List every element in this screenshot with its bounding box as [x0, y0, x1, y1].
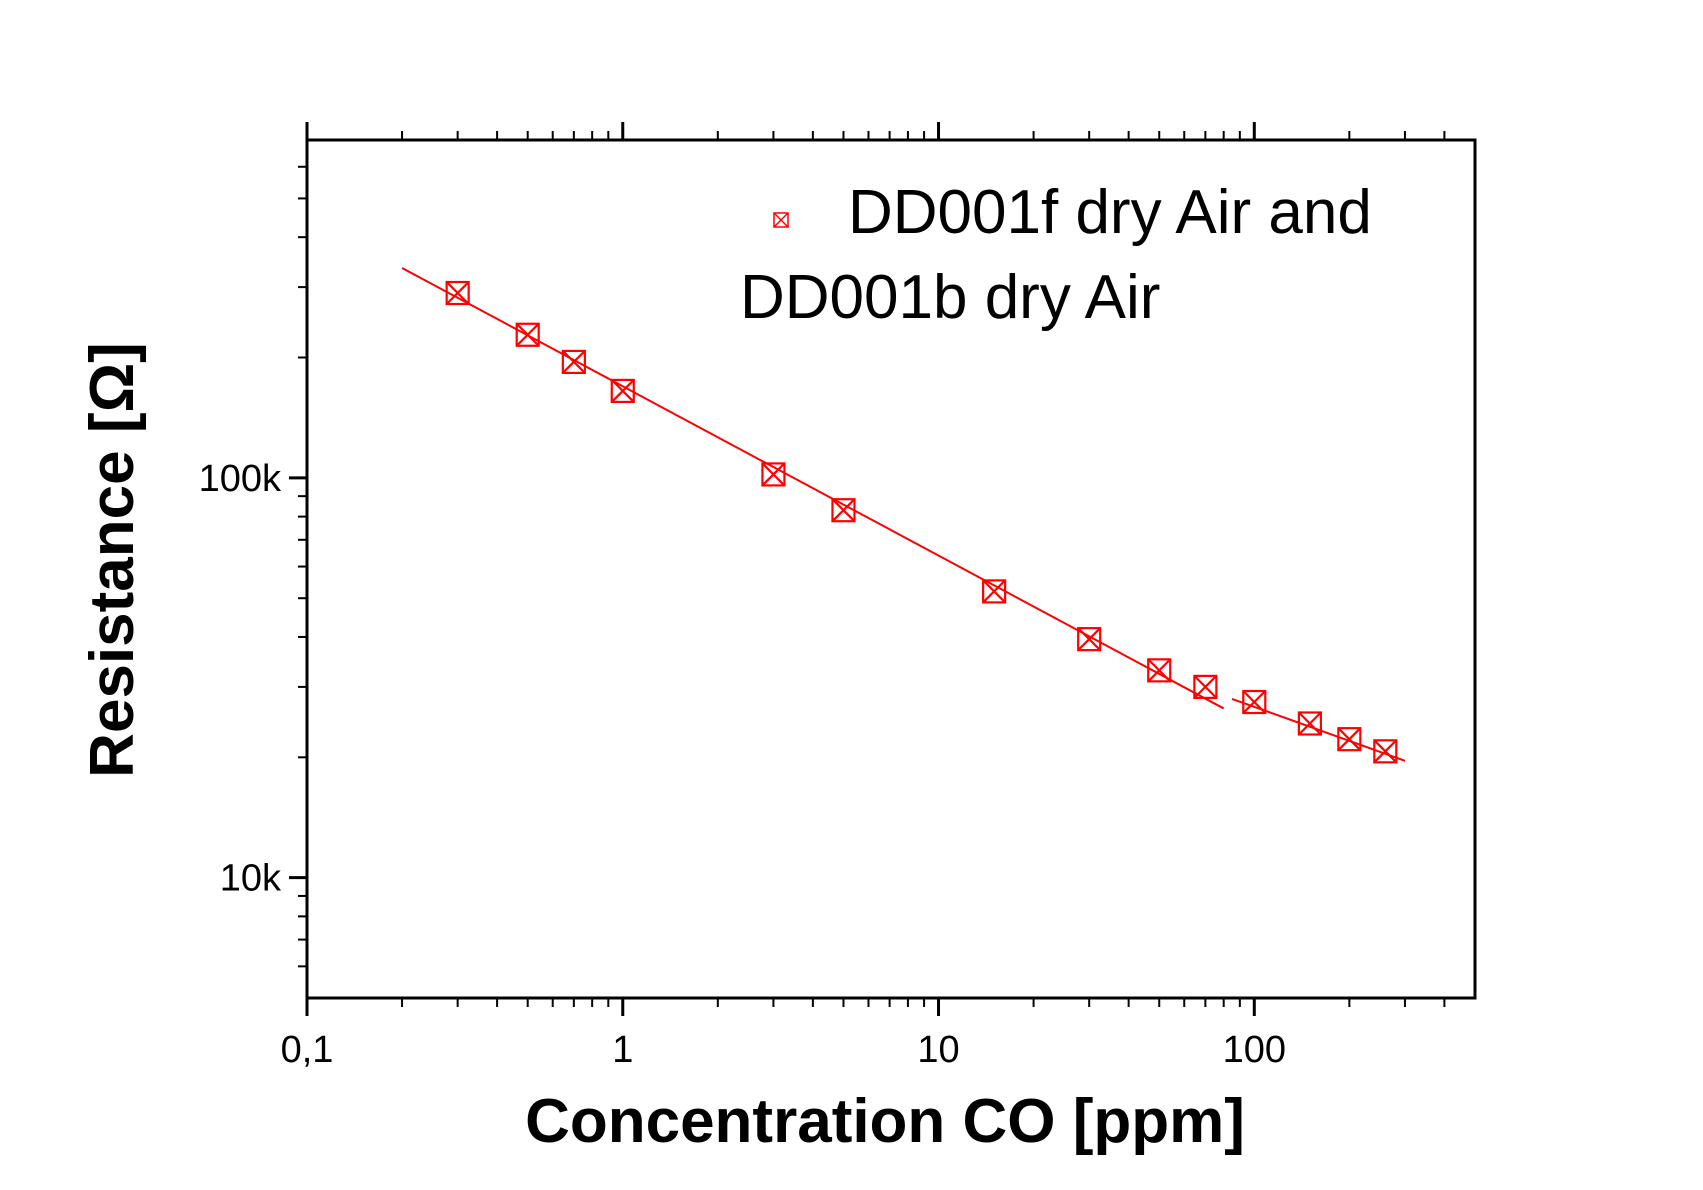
fit-lines — [401, 267, 1406, 762]
x-tick-label: 100 — [1223, 1029, 1286, 1071]
y-axis-major-ticks — [289, 476, 307, 880]
x-tick-label: 0,1 — [281, 1029, 334, 1071]
data-point — [1242, 689, 1267, 715]
data-point — [761, 462, 786, 487]
y-tick-label: 10k — [220, 858, 282, 900]
data-point — [515, 322, 540, 347]
data-point — [1147, 658, 1172, 683]
y-axis-title: Resistance [Ω] — [78, 342, 147, 778]
y-axis-tick-labels: 10k 100k — [199, 458, 282, 900]
data-point — [1077, 627, 1102, 652]
data-point — [445, 280, 470, 306]
legend-label-line2: DD001b dry Air — [740, 263, 1160, 332]
data-point — [610, 378, 635, 404]
fit-line — [1231, 697, 1406, 762]
x-axis-title: Concentration CO [ppm] — [525, 1087, 1245, 1156]
plot-area-frame — [305, 138, 1477, 1000]
data-point — [561, 349, 586, 375]
data-point — [1337, 727, 1362, 752]
data-markers — [445, 280, 1398, 764]
data-point — [1297, 711, 1322, 736]
data-point — [831, 498, 856, 523]
legend-marker-symbol — [773, 212, 789, 228]
legend-marker-icon — [773, 212, 789, 228]
legend: DD001f dry Air and DD001b dry Air — [740, 178, 1372, 332]
legend-label-line1: DD001f dry Air and — [848, 178, 1372, 247]
x-axis-major-ticks — [305, 122, 1256, 1016]
data-point — [1193, 674, 1218, 700]
x-tick-label: 10 — [917, 1029, 959, 1071]
y-tick-label: 100k — [199, 458, 282, 500]
x-tick-label: 1 — [612, 1029, 633, 1071]
data-point — [1373, 739, 1398, 764]
data-point — [982, 579, 1007, 604]
x-axis-tick-labels: 0,1 1 10 100 — [281, 1029, 1286, 1071]
